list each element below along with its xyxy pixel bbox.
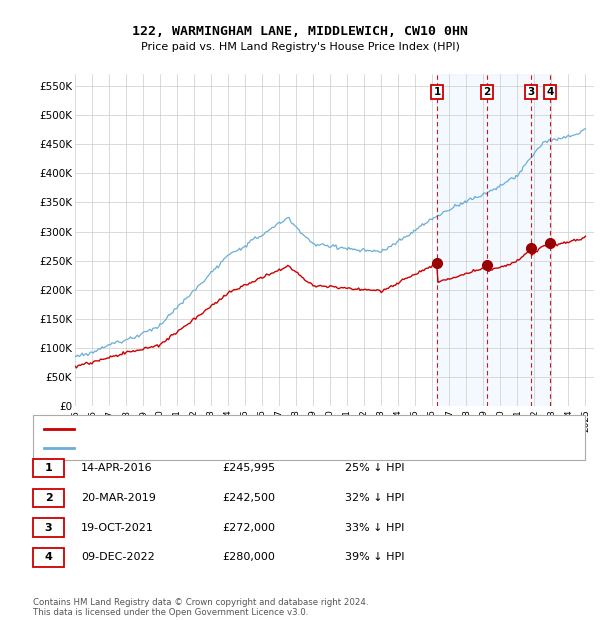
Text: 09-DEC-2022: 09-DEC-2022 — [81, 552, 155, 562]
Text: Price paid vs. HM Land Registry's House Price Index (HPI): Price paid vs. HM Land Registry's House … — [140, 42, 460, 52]
Text: £245,995: £245,995 — [222, 463, 275, 473]
Text: 1: 1 — [433, 87, 441, 97]
Text: Contains HM Land Registry data © Crown copyright and database right 2024.: Contains HM Land Registry data © Crown c… — [33, 598, 368, 607]
Text: £280,000: £280,000 — [222, 552, 275, 562]
Text: 4: 4 — [547, 87, 554, 97]
Text: £242,500: £242,500 — [222, 493, 275, 503]
Text: 39% ↓ HPI: 39% ↓ HPI — [345, 552, 404, 562]
Text: HPI: Average price, detached house, Cheshire East: HPI: Average price, detached house, Ches… — [81, 443, 329, 453]
Text: 122, WARMINGHAM LANE, MIDDLEWICH, CW10 0HN (detached house): 122, WARMINGHAM LANE, MIDDLEWICH, CW10 0… — [81, 424, 425, 434]
Text: 2: 2 — [484, 87, 491, 97]
Text: 32% ↓ HPI: 32% ↓ HPI — [345, 493, 404, 503]
Bar — [437, 74, 550, 406]
Text: 122, WARMINGHAM LANE, MIDDLEWICH, CW10 0HN: 122, WARMINGHAM LANE, MIDDLEWICH, CW10 0… — [132, 25, 468, 38]
Text: This data is licensed under the Open Government Licence v3.0.: This data is licensed under the Open Gov… — [33, 608, 308, 617]
Text: 2: 2 — [45, 493, 52, 503]
Text: 14-APR-2016: 14-APR-2016 — [81, 463, 152, 473]
Text: 4: 4 — [44, 552, 53, 562]
Text: 20-MAR-2019: 20-MAR-2019 — [81, 493, 156, 503]
Text: 33% ↓ HPI: 33% ↓ HPI — [345, 523, 404, 533]
Text: 1: 1 — [45, 463, 52, 473]
Text: 25% ↓ HPI: 25% ↓ HPI — [345, 463, 404, 473]
Text: 19-OCT-2021: 19-OCT-2021 — [81, 523, 154, 533]
Text: 3: 3 — [527, 87, 535, 97]
Text: £272,000: £272,000 — [222, 523, 275, 533]
Text: 3: 3 — [45, 523, 52, 533]
